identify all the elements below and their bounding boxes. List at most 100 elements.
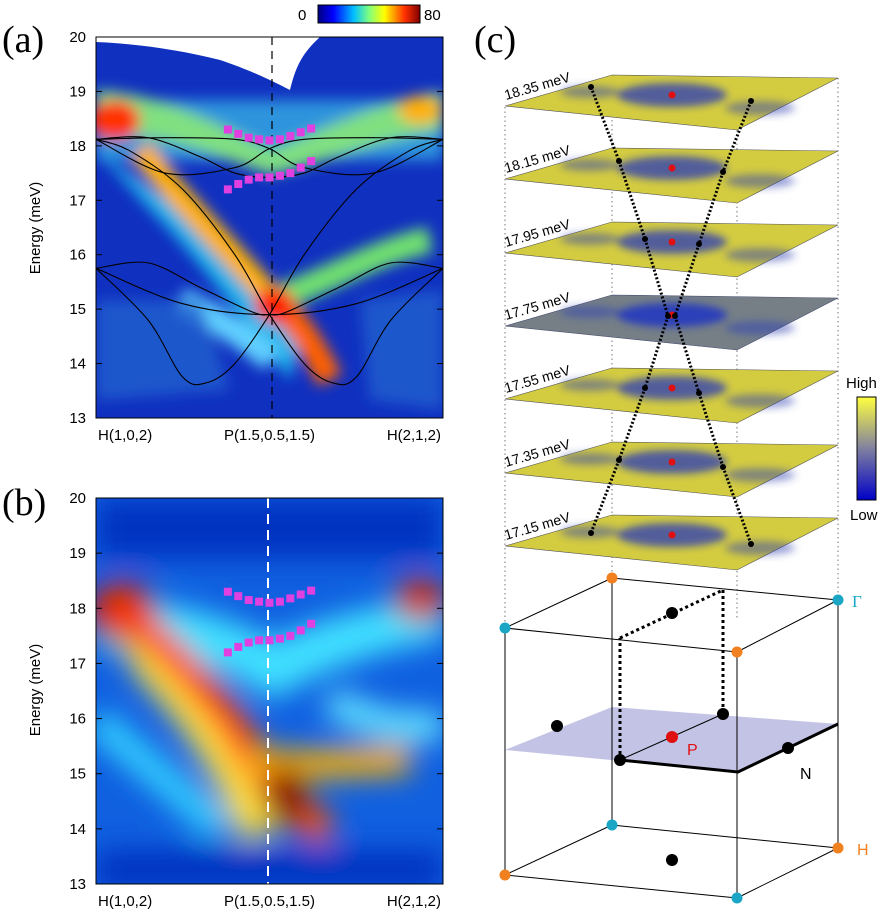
x-tick-label: H(2,1,2) — [387, 427, 441, 444]
n-point-marker — [666, 854, 678, 866]
p-point-marker — [668, 238, 676, 246]
x-tick-label: H(1,0,2) — [98, 893, 152, 910]
h-point-marker — [499, 869, 511, 881]
mode-connector — [589, 86, 621, 162]
mode-marker — [234, 179, 243, 188]
mode-marker — [307, 619, 316, 628]
y-tick-label: 20 — [69, 29, 86, 46]
brillouin-zone: Γ P N H — [499, 572, 869, 904]
mode-marker — [286, 631, 295, 640]
mode-marker — [286, 594, 295, 603]
markers-a — [223, 124, 316, 194]
colorbar-a-max: 80 — [424, 7, 441, 24]
gamma-point-marker — [606, 819, 618, 831]
colorbar-c-low: Low — [850, 507, 878, 524]
mode-marker — [265, 598, 274, 607]
dispersion-curve — [96, 138, 443, 386]
p-label: P — [687, 742, 698, 759]
heatmap-b — [96, 498, 443, 884]
mode-marker — [255, 173, 264, 182]
y-tick-label: 13 — [69, 876, 86, 893]
h-point-marker — [606, 572, 618, 584]
p-point-marker — [668, 164, 676, 172]
n-point-marker — [782, 742, 794, 754]
y-tick-label: 16 — [69, 247, 86, 264]
p-point-marker — [666, 731, 678, 743]
mode-marker — [244, 596, 253, 605]
p-point-marker — [668, 458, 676, 466]
energy-slice: 17.15 meV — [502, 509, 839, 571]
x-tick-label: H(1,0,2) — [98, 427, 152, 444]
h-point-marker — [731, 646, 743, 658]
y-tick-label: 20 — [69, 490, 86, 507]
n-point-marker — [666, 607, 678, 619]
mode-marker — [223, 648, 232, 657]
y-tick-label: 13 — [69, 410, 86, 427]
mode-marker — [307, 586, 316, 595]
colorbar-c: High Low — [846, 375, 878, 524]
y-tick-label: 14 — [69, 821, 86, 838]
mode-marker — [223, 125, 232, 134]
panel-label-b: (b) — [2, 482, 46, 524]
heatmap-a — [96, 37, 443, 418]
mode-connector — [589, 459, 621, 534]
x-tick-label: H(2,1,2) — [387, 893, 441, 910]
mode-connector — [697, 392, 725, 468]
x-ticks-a: H(1,0,2) P(1.5,0.5,1.5) H(2,1,2) — [98, 427, 441, 444]
energy-slice: 17.75 meV — [502, 289, 839, 351]
y-ticks-a: 13 14 15 16 17 18 19 20 — [69, 29, 443, 427]
mode-marker — [296, 626, 305, 635]
y-ticks-b: 13 14 15 16 17 18 19 20 — [69, 490, 443, 893]
mode-marker — [265, 136, 274, 145]
p-point-marker — [668, 91, 676, 99]
panel-label-a: (a) — [2, 19, 44, 61]
mode-connector — [643, 238, 670, 317]
mode-connector — [721, 100, 753, 173]
n-point-marker — [551, 720, 563, 732]
mode-marker — [234, 129, 243, 138]
dispersion-curve — [96, 138, 443, 386]
x-ticks-b: H(1,0,2) P(1.5,0.5,1.5) H(2,1,2) — [98, 893, 441, 910]
mode-connector — [617, 387, 647, 461]
energy-slice: 18.35 meV — [502, 69, 839, 131]
y-tick-label: 19 — [69, 83, 86, 100]
y-tick-label: 15 — [69, 766, 86, 783]
dispersion-curve — [96, 267, 443, 316]
mode-marker — [307, 157, 316, 166]
markers-b — [223, 586, 316, 657]
mode-marker — [307, 124, 316, 133]
mode-connector — [643, 315, 670, 389]
energy-slices: 18.35 meV 18.15 meV 17.95 meV 17.75 meV 17.5… — [502, 69, 839, 571]
mode-marker — [223, 587, 232, 596]
mode-connector — [617, 160, 647, 240]
gamma-point-marker — [832, 594, 844, 606]
mode-marker — [244, 638, 253, 647]
mode-marker — [286, 132, 295, 141]
mode-marker — [223, 185, 232, 194]
mode-marker — [234, 642, 243, 651]
energy-slice: 17.35 meV — [502, 436, 839, 498]
p-point-marker — [668, 384, 676, 392]
y-tick-label: 18 — [69, 138, 86, 155]
y-tick-label: 14 — [69, 356, 86, 373]
mode-marker — [255, 597, 264, 606]
mode-marker — [265, 173, 274, 182]
mode-connector — [721, 466, 753, 545]
panel-label-c: (c) — [474, 19, 516, 61]
mode-connector — [673, 243, 701, 317]
mode-marker — [296, 590, 305, 599]
h-label: H — [857, 842, 869, 859]
y-tick-label: 17 — [69, 192, 86, 209]
y-tick-label: 18 — [69, 600, 86, 617]
y-axis-label-b: Energy (meV) — [27, 644, 44, 737]
mode-marker — [275, 135, 284, 144]
mode-marker — [244, 133, 253, 142]
energy-slice: 17.95 meV — [502, 216, 839, 278]
mode-marker — [265, 636, 274, 645]
colorbar-a: 0 80 — [298, 4, 441, 24]
mode-marker — [286, 169, 295, 178]
mode-marker — [275, 171, 284, 180]
mode-marker — [275, 597, 284, 606]
h-point-marker — [832, 842, 844, 854]
